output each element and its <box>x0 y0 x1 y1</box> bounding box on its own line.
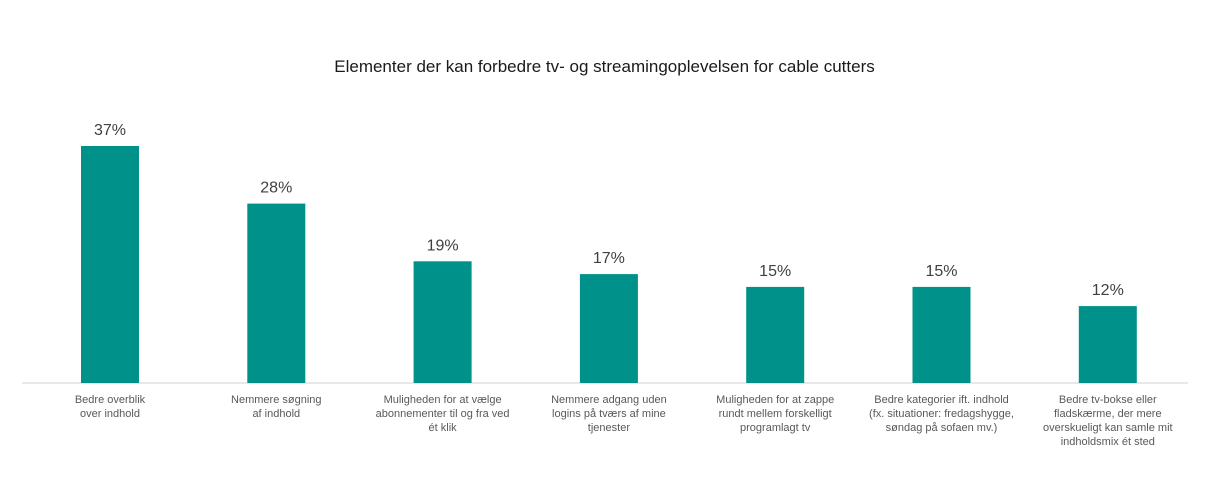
category-label-line: Bedre kategorier ift. indhold <box>874 394 1009 406</box>
value-labels-group: 37% 28% 19% 17% 15% 15% 12% <box>94 122 1124 299</box>
value-label-6: 15% <box>925 263 957 280</box>
bar-7 <box>1078 306 1137 383</box>
category-label-7: Bedre tv-bokse eller fladskærme, der mere… <box>1043 394 1173 448</box>
value-label-5: 15% <box>759 263 791 280</box>
category-label-line: over indhold <box>80 408 140 420</box>
category-label-line: Bedre tv-bokse eller <box>1059 394 1157 406</box>
category-label-line: overskueligt kan samle mit <box>1043 422 1173 434</box>
bar-1 <box>81 146 139 383</box>
bar-3 <box>413 261 472 383</box>
category-label-line: fladskærme, der mere <box>1054 408 1162 420</box>
category-label-line: af indhold <box>252 408 300 420</box>
category-label-2: Nemmere søgning af indhold <box>231 394 321 420</box>
category-label-line: ét klik <box>429 422 458 434</box>
bar-4 <box>579 274 638 383</box>
category-label-line: programlagt tv <box>740 422 811 434</box>
category-label-6: Bedre kategorier ift. indhold (fx. situat… <box>869 394 1014 434</box>
category-label-line: søndag på sofaen mv.) <box>886 422 998 434</box>
category-label-3: Muligheden for at vælge abonnementer til … <box>376 394 510 434</box>
bar-2 <box>247 203 306 383</box>
category-label-line: abonnementer til og fra ved <box>376 408 510 420</box>
bar-6 <box>912 286 971 383</box>
value-label-3: 19% <box>427 237 459 254</box>
category-label-4: Nemmere adgang uden logins på tværs af mi… <box>551 394 667 434</box>
category-label-line: rundt mellem forskelligt <box>719 408 832 420</box>
category-label-line: Muligheden for at zappe <box>716 394 834 406</box>
category-label-5: Muligheden for at zappe rundt mellem fors… <box>716 394 834 434</box>
category-label-line: (fx. situationer: fredagshygge, <box>869 408 1014 420</box>
value-label-2: 28% <box>260 180 292 197</box>
category-label-line: indholdsmix ét sted <box>1061 436 1155 448</box>
category-label-1: Bedre overblik over indhold <box>75 394 146 420</box>
category-labels-group: Bedre overblik over indhold Nemmere søgnin… <box>75 394 1173 448</box>
category-label-line: Nemmere søgning <box>231 394 321 406</box>
bar-5 <box>746 286 805 383</box>
value-label-7: 12% <box>1092 282 1124 299</box>
value-label-1: 37% <box>94 122 126 139</box>
value-label-4: 17% <box>593 250 625 267</box>
category-label-line: logins på tværs af mine <box>552 408 666 420</box>
category-label-line: Nemmere adgang uden <box>551 394 667 406</box>
category-label-line: tjenester <box>588 422 631 434</box>
category-label-line: Muligheden for at vælge <box>384 394 502 406</box>
chart-title: Elementer der kan forbedre tv- og stream… <box>334 57 875 76</box>
category-label-line: Bedre overblik <box>75 394 146 406</box>
bars-group <box>81 146 1137 383</box>
